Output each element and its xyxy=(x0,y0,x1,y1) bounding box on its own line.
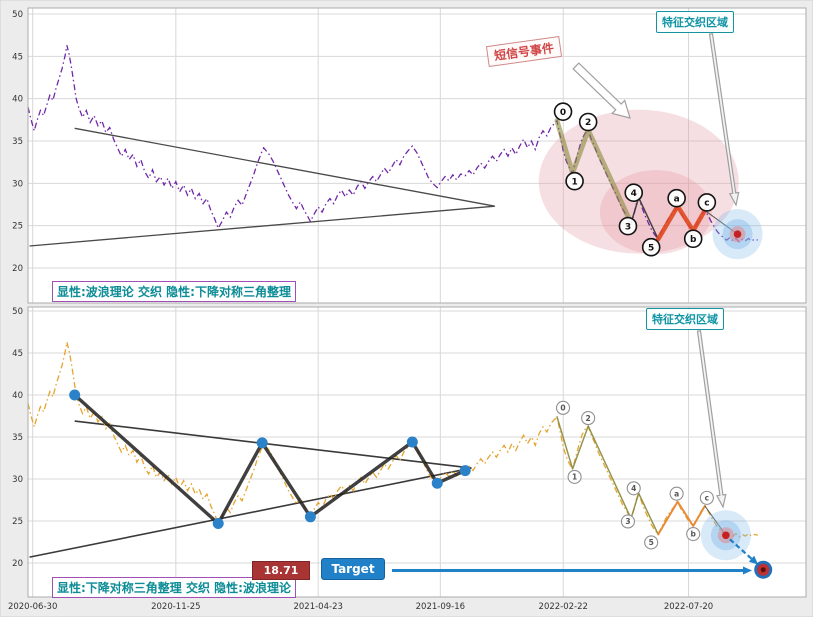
target-dot-core xyxy=(760,567,766,573)
wave-marker-text: 5 xyxy=(648,243,654,253)
x-tick-label: 2022-07-20 xyxy=(664,602,713,612)
price-line xyxy=(27,341,758,538)
panel2-border xyxy=(27,306,807,598)
trendline xyxy=(29,467,472,558)
wave-marker-text: 1 xyxy=(572,473,577,482)
signal-event-arrow xyxy=(572,62,631,119)
y-tick-label: 50 xyxy=(12,10,23,20)
wave-marker-a xyxy=(667,188,686,208)
wave-marker-text: 3 xyxy=(625,517,630,526)
wave-marker-text: 2 xyxy=(585,118,591,128)
panel2-caption: 显性:下降对称三角整理 交织 隐性:波浪理论 xyxy=(52,577,296,598)
wave-marker-2 xyxy=(581,411,596,426)
wave-marker-3 xyxy=(618,216,638,236)
y-tick-label: 35 xyxy=(12,137,23,147)
wave-end-connector xyxy=(704,210,738,235)
wave-marker-text: 4 xyxy=(631,484,636,493)
pivot-dot xyxy=(406,436,418,448)
wave-marker-text: 5 xyxy=(649,538,654,547)
y-tick-label: 20 xyxy=(12,559,23,569)
wave-marker-text: 0 xyxy=(560,404,565,413)
y-tick-label: 30 xyxy=(12,179,23,189)
y-tick-label: 40 xyxy=(12,391,23,401)
wave-marker-a xyxy=(669,486,684,501)
wave-marker-4 xyxy=(626,481,641,496)
wave-marker-1 xyxy=(567,469,582,484)
panel1-feature-zone-label: 特征交织区域 xyxy=(656,11,734,33)
target-level-arrow-head xyxy=(743,566,752,575)
x-tick-label: 2020-11-25 xyxy=(151,602,200,612)
wave-marker-4 xyxy=(624,183,644,203)
y-tick-label: 20 xyxy=(12,264,23,274)
feature-zone-p2-point xyxy=(722,531,730,540)
wave-segment xyxy=(554,118,634,226)
projection-arrow xyxy=(729,538,753,560)
y-tick-label: 35 xyxy=(12,433,23,443)
wave-marker-text: b xyxy=(691,530,697,539)
wave-marker-1 xyxy=(565,171,584,191)
wave-marker-text: 3 xyxy=(625,222,631,232)
y-tick-label: 45 xyxy=(12,349,23,359)
wave-marker-text: 1 xyxy=(571,177,577,187)
pivot-dot xyxy=(212,518,224,530)
wave-marker-c xyxy=(699,490,714,505)
wave-marker-5 xyxy=(644,535,659,550)
y-tick-label: 50 xyxy=(12,307,23,317)
y-tick-label: 25 xyxy=(12,517,23,527)
pivot-dot xyxy=(69,389,81,401)
y-tick-label: 25 xyxy=(12,222,23,232)
pivot-dot xyxy=(431,477,443,489)
wave-marker-b xyxy=(686,526,701,542)
y-tick-label: 45 xyxy=(12,52,23,62)
projection-arrow-head xyxy=(748,555,759,565)
wave-marker-2 xyxy=(578,112,598,132)
wave-marker-text: 0 xyxy=(560,108,566,118)
target-price-badge: 18.71 xyxy=(252,561,310,580)
signal-highlight-ellipse xyxy=(538,109,739,254)
y-tick-label: 30 xyxy=(12,475,23,485)
trendline xyxy=(29,205,495,247)
wave-marker-text: a xyxy=(674,194,680,204)
pivot-dot xyxy=(256,437,268,449)
feature-zone-arrow-p1 xyxy=(708,33,740,207)
panel1-border xyxy=(27,7,807,304)
wave-marker-text: 2 xyxy=(586,414,591,423)
x-tick-label: 2020-06-30 xyxy=(8,602,57,612)
panel1-caption: 显性:波浪理论 交织 隐性:下降对称三角整理 xyxy=(52,281,296,302)
feature-zone-p1-point xyxy=(733,230,742,238)
wave-marker-0 xyxy=(553,102,573,121)
pivot-dot xyxy=(304,511,316,523)
wave-marker-0 xyxy=(555,400,571,415)
pivot-dot xyxy=(459,465,471,477)
trendline xyxy=(74,420,472,469)
wave-marker-text: b xyxy=(690,235,697,245)
y-tick-label: 40 xyxy=(12,95,23,105)
wave-marker-5 xyxy=(641,237,661,257)
panel2-feature-zone-label: 特征交织区域 xyxy=(646,308,724,330)
x-tick-label: 2021-04-23 xyxy=(293,602,342,612)
price-line xyxy=(27,45,758,243)
feature-zone-arrow-p2 xyxy=(696,330,727,509)
wave-marker-c xyxy=(697,193,717,212)
panel1-group-plot-area xyxy=(28,8,806,303)
wave-marker-text: c xyxy=(704,199,709,209)
target-badge: Target xyxy=(321,558,385,580)
wave-end-connector xyxy=(704,505,727,536)
wave-marker-b xyxy=(683,229,703,249)
wave-marker-text: c xyxy=(705,494,709,503)
trendline xyxy=(74,127,495,207)
wave-marker-3 xyxy=(620,514,636,529)
wave-marker-text: 4 xyxy=(631,189,637,199)
wave-segment xyxy=(655,203,708,242)
wave-marker-text: a xyxy=(674,489,679,498)
x-tick-label: 2022-02-22 xyxy=(539,602,588,612)
wave-segment xyxy=(556,416,659,536)
x-tick-label: 2021-09-16 xyxy=(416,602,465,612)
wave-segment xyxy=(657,500,706,536)
